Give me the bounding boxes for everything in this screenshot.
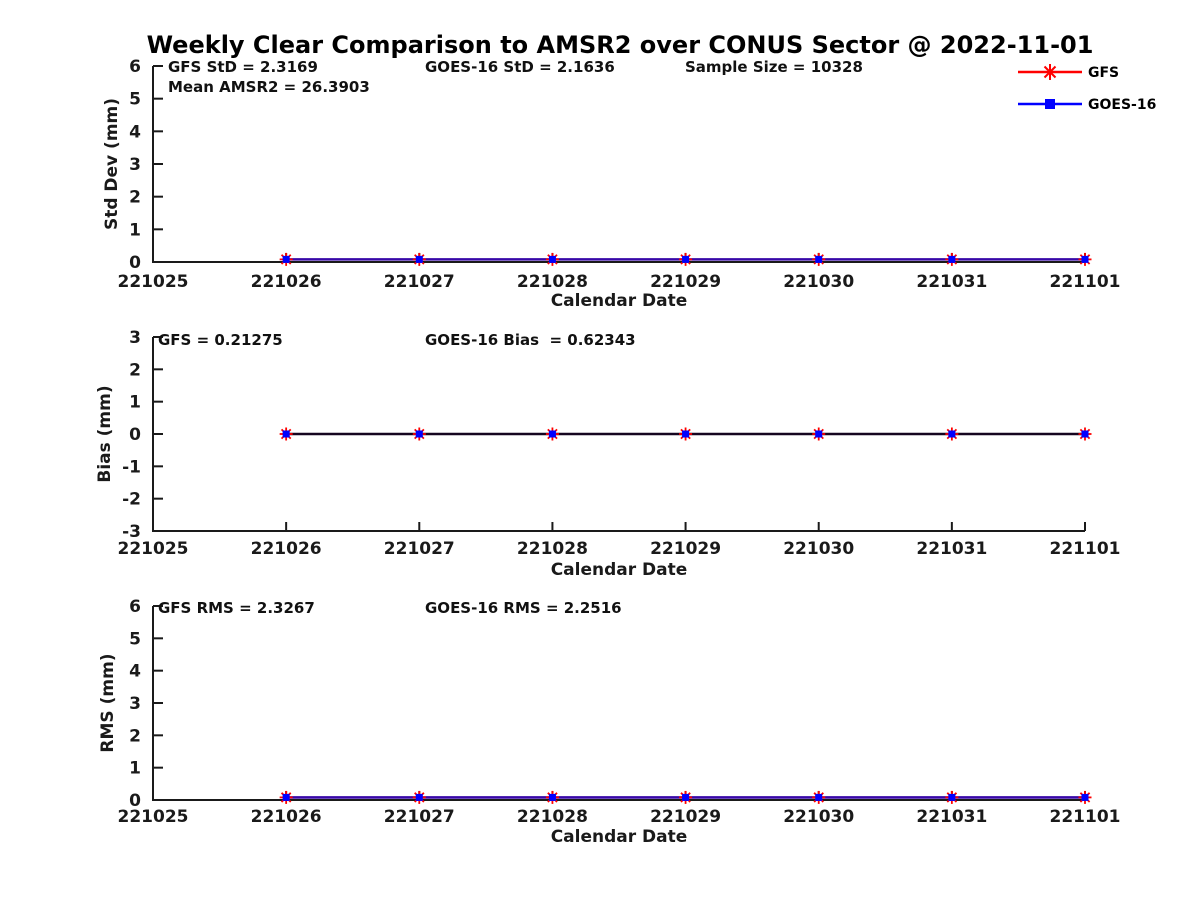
y-tick-label: 1 <box>129 220 141 240</box>
marker-goes16-square <box>948 430 956 438</box>
y-tick-label: 5 <box>129 90 141 110</box>
marker-goes16-square <box>682 430 690 438</box>
marker-goes16-square <box>415 793 423 801</box>
x-axis-label-1: Calendar Date <box>551 291 688 311</box>
x-tick-label: 221031 <box>916 539 987 559</box>
marker-goes16-square <box>282 255 290 263</box>
page-title: Weekly Clear Comparison to AMSR2 over CO… <box>147 31 1094 59</box>
x-tick-label: 221026 <box>251 272 322 292</box>
x-tick-label: 221027 <box>384 272 455 292</box>
x-tick-label: 221028 <box>517 539 588 559</box>
subplot-stddev: 0 1 2 3 4 5 6 221025 221026 221027 221028 221029 221… <box>118 57 1121 292</box>
y-tick-label: 0 <box>129 425 141 445</box>
annotation-goes16-std: GOES-16 StD = 2.1636 <box>425 58 615 76</box>
y-tick-label: 0 <box>129 791 141 811</box>
y-tick-label: -2 <box>122 490 141 510</box>
annotation-goes16-bias: GOES-16 Bias = 0.62343 <box>425 331 636 349</box>
y-tick-label: 3 <box>129 155 141 175</box>
y-axis-label-rms: RMS (mm) <box>98 653 118 752</box>
annotation-gfs-bias: GFS = 0.21275 <box>158 331 283 349</box>
marker-goes16-square <box>548 793 556 801</box>
legend-gfs-asterisk-icon <box>1042 64 1058 80</box>
x-tick-label: 221031 <box>916 807 987 827</box>
y-tick-label: 3 <box>129 694 141 714</box>
y-axis-label-stddev: Std Dev (mm) <box>102 98 122 230</box>
x-tick-label: 221028 <box>517 272 588 292</box>
marker-goes16-square <box>548 430 556 438</box>
y-tick-label: 2 <box>129 360 141 380</box>
marker-goes16-square <box>948 255 956 263</box>
x-tick-label: 221030 <box>783 539 854 559</box>
x-tick-label: 221030 <box>783 272 854 292</box>
y-tick-label: 2 <box>129 188 141 208</box>
marker-goes16-square <box>682 793 690 801</box>
marker-goes16-square <box>948 793 956 801</box>
y-tick-label: 1 <box>129 759 141 779</box>
y-tick-label: 5 <box>129 629 141 649</box>
x-tick-label: 221101 <box>1050 807 1121 827</box>
x-tick-label: 221031 <box>916 272 987 292</box>
legend-goes16-square-icon <box>1045 99 1055 109</box>
y-tick-label: 4 <box>129 662 141 682</box>
y-tick-label: 4 <box>129 122 141 142</box>
marker-goes16-square <box>1081 793 1089 801</box>
y-tick-label: 3 <box>129 328 141 348</box>
marker-goes16-square <box>815 793 823 801</box>
x-tick-label: 221101 <box>1050 272 1121 292</box>
legend-goes16-label: GOES-16 <box>1088 97 1156 113</box>
marker-goes16-square <box>282 793 290 801</box>
y-tick-label: -3 <box>122 522 141 542</box>
subplot-rms: 0 1 2 3 4 5 6 221025 221026 221027 221028 221029 221… <box>118 597 1121 827</box>
annotation-mean-amsr2: Mean AMSR2 = 26.3903 <box>168 78 370 96</box>
marker-goes16-square <box>815 430 823 438</box>
y-tick-label: 6 <box>129 597 141 617</box>
legend: GFS GOES-16 <box>1018 64 1156 113</box>
marker-goes16-square <box>415 255 423 263</box>
x-tick-label: 221101 <box>1050 539 1121 559</box>
x-tick-label: 221028 <box>517 807 588 827</box>
x-tick-label: 221025 <box>118 807 189 827</box>
x-tick-label: 221029 <box>650 807 721 827</box>
y-tick-label: -1 <box>122 457 141 477</box>
annotation-gfs-std: GFS StD = 2.3169 <box>168 58 318 76</box>
marker-goes16-square <box>548 255 556 263</box>
y-tick-label: 2 <box>129 726 141 746</box>
marker-goes16-square <box>1081 255 1089 263</box>
x-tick-label: 221026 <box>251 807 322 827</box>
marker-goes16-square <box>682 255 690 263</box>
x-tick-label: 221025 <box>118 539 189 559</box>
x-tick-label: 221029 <box>650 539 721 559</box>
marker-goes16-square <box>415 430 423 438</box>
y-tick-label: 6 <box>129 57 141 77</box>
x-tick-label: 221025 <box>118 272 189 292</box>
legend-gfs-label: GFS <box>1088 65 1119 81</box>
marker-goes16-square <box>282 430 290 438</box>
x-axis-label-2: Calendar Date <box>551 560 688 580</box>
y-tick-label: 0 <box>129 253 141 273</box>
x-tick-label: 221029 <box>650 272 721 292</box>
x-tick-label: 221030 <box>783 807 854 827</box>
x-axis-label-3: Calendar Date <box>551 827 688 847</box>
y-axis-label-bias: Bias (mm) <box>95 385 115 482</box>
annotation-goes16-rms: GOES-16 RMS = 2.2516 <box>425 599 622 617</box>
annotation-sample-size: Sample Size = 10328 <box>685 58 863 76</box>
y-tick-label: 1 <box>129 393 141 413</box>
x-tick-label: 221027 <box>384 539 455 559</box>
annotation-gfs-rms: GFS RMS = 2.3267 <box>158 599 315 617</box>
marker-goes16-square <box>1081 430 1089 438</box>
marker-goes16-square <box>815 255 823 263</box>
x-tick-label: 221026 <box>251 539 322 559</box>
x-tick-label: 221027 <box>384 807 455 827</box>
